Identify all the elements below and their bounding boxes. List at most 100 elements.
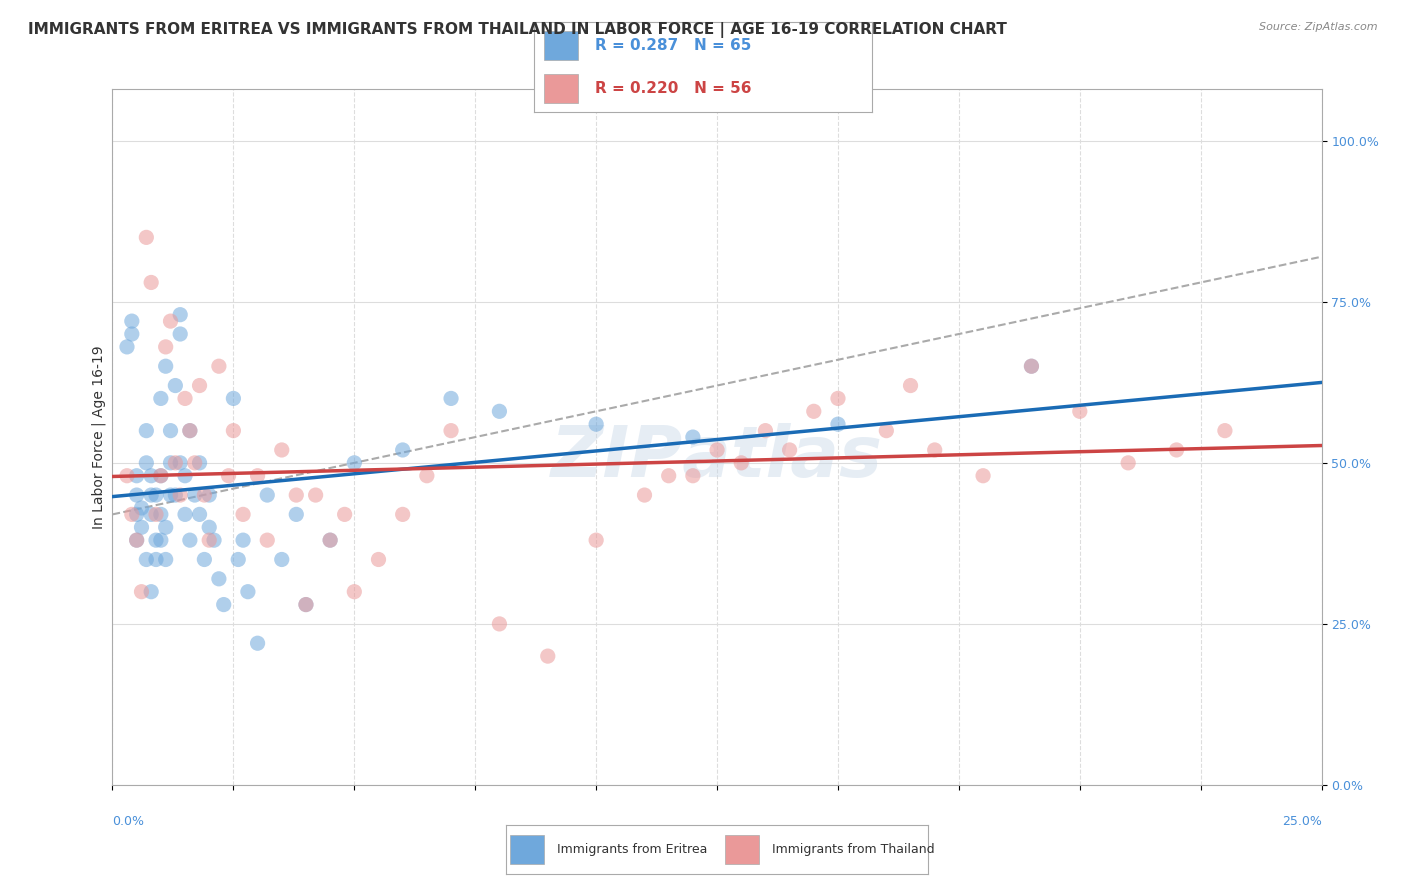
Point bbox=[169, 308, 191, 322]
Point bbox=[875, 424, 897, 438]
Point bbox=[256, 533, 278, 548]
Point bbox=[174, 392, 197, 406]
Point bbox=[149, 468, 172, 483]
Point bbox=[125, 533, 148, 548]
Point bbox=[319, 533, 342, 548]
Point bbox=[193, 488, 215, 502]
Point bbox=[131, 500, 153, 515]
Point bbox=[208, 359, 231, 374]
Bar bbox=[725, 835, 759, 864]
Point bbox=[222, 424, 245, 438]
Point bbox=[827, 417, 849, 432]
Point bbox=[121, 508, 143, 522]
Point bbox=[1021, 359, 1043, 374]
Text: Immigrants from Eritrea: Immigrants from Eritrea bbox=[557, 843, 707, 856]
Point bbox=[188, 508, 211, 522]
Point bbox=[159, 314, 181, 328]
Text: Source: ZipAtlas.com: Source: ZipAtlas.com bbox=[1260, 22, 1378, 32]
Text: ZIP​atlas: ZIP​atlas bbox=[551, 424, 883, 492]
Point bbox=[285, 488, 308, 502]
Point bbox=[270, 442, 292, 457]
Point bbox=[169, 488, 191, 502]
Y-axis label: In Labor Force | Age 16-19: In Labor Force | Age 16-19 bbox=[91, 345, 105, 529]
Point bbox=[165, 378, 187, 392]
Point bbox=[131, 584, 153, 599]
Point bbox=[135, 424, 157, 438]
Point bbox=[391, 442, 413, 457]
Point bbox=[131, 520, 153, 534]
Point bbox=[159, 488, 181, 502]
Point bbox=[179, 424, 201, 438]
Point bbox=[246, 468, 269, 483]
Point bbox=[295, 598, 318, 612]
Point bbox=[779, 442, 801, 457]
Point bbox=[125, 488, 148, 502]
Point bbox=[440, 392, 463, 406]
Point bbox=[125, 533, 148, 548]
Point bbox=[135, 230, 157, 244]
Point bbox=[174, 508, 197, 522]
Point bbox=[391, 508, 413, 522]
Point bbox=[972, 468, 994, 483]
Point bbox=[188, 378, 211, 392]
Text: 0.0%: 0.0% bbox=[112, 815, 145, 828]
Point bbox=[174, 468, 197, 483]
Point bbox=[155, 359, 177, 374]
Point bbox=[488, 616, 510, 631]
Point bbox=[333, 508, 356, 522]
Point bbox=[149, 468, 172, 483]
Point bbox=[141, 508, 163, 522]
Point bbox=[682, 468, 704, 483]
Point bbox=[149, 392, 172, 406]
Point bbox=[145, 488, 167, 502]
Point bbox=[232, 508, 254, 522]
Point bbox=[256, 488, 278, 502]
Point bbox=[537, 649, 560, 664]
Point bbox=[169, 456, 191, 470]
Point bbox=[803, 404, 825, 418]
Point bbox=[179, 424, 201, 438]
Point bbox=[135, 552, 157, 566]
Bar bbox=[510, 835, 544, 864]
Point bbox=[115, 468, 138, 483]
Point bbox=[125, 508, 148, 522]
Bar bbox=[544, 31, 578, 60]
Point bbox=[155, 340, 177, 354]
Point bbox=[488, 404, 510, 418]
Point bbox=[188, 456, 211, 470]
Point bbox=[141, 276, 163, 290]
Point bbox=[165, 456, 187, 470]
Point bbox=[145, 552, 167, 566]
Point bbox=[149, 508, 172, 522]
Point bbox=[416, 468, 439, 483]
Text: 25.0%: 25.0% bbox=[1282, 815, 1322, 828]
Point bbox=[145, 533, 167, 548]
Point bbox=[440, 424, 463, 438]
Point bbox=[135, 456, 157, 470]
Point bbox=[585, 417, 607, 432]
Point bbox=[754, 424, 776, 438]
Text: Immigrants from Thailand: Immigrants from Thailand bbox=[772, 843, 935, 856]
Point bbox=[295, 598, 318, 612]
Point bbox=[141, 584, 163, 599]
Point bbox=[304, 488, 326, 502]
Point bbox=[155, 552, 177, 566]
Point bbox=[343, 456, 366, 470]
Point bbox=[730, 456, 752, 470]
Point bbox=[585, 533, 607, 548]
Point bbox=[827, 392, 849, 406]
Text: R = 0.287   N = 65: R = 0.287 N = 65 bbox=[595, 38, 751, 53]
Point bbox=[208, 572, 231, 586]
Point bbox=[367, 552, 389, 566]
Point bbox=[236, 584, 259, 599]
Point bbox=[1213, 424, 1236, 438]
Point bbox=[141, 488, 163, 502]
Point bbox=[270, 552, 292, 566]
Point bbox=[115, 340, 138, 354]
Point bbox=[121, 314, 143, 328]
Point bbox=[706, 442, 728, 457]
Point bbox=[155, 520, 177, 534]
Point bbox=[924, 442, 946, 457]
Point bbox=[183, 488, 205, 502]
Bar bbox=[544, 74, 578, 103]
